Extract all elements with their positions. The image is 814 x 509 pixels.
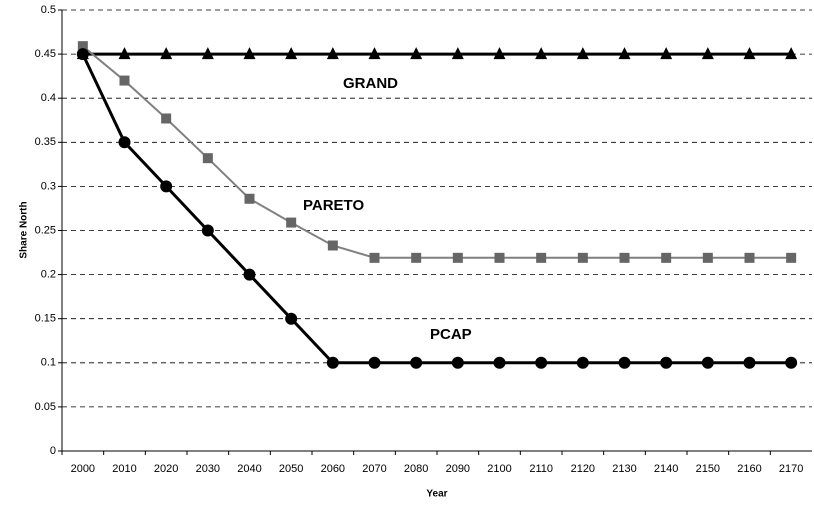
point-marker: [744, 252, 755, 263]
x-tick-label: 2170: [779, 463, 803, 475]
point-marker: [536, 252, 547, 263]
x-tick-label: 2020: [154, 463, 178, 475]
point-marker: [493, 47, 506, 60]
y-tick-label: 0.1: [41, 357, 56, 369]
x-axis-label: Year: [426, 489, 447, 500]
y-axis-label: Share North: [19, 201, 30, 258]
point-marker: [326, 47, 339, 60]
point-marker: [244, 193, 255, 204]
point-marker: [493, 356, 506, 369]
point-marker: [202, 153, 213, 164]
point-marker: [410, 47, 423, 60]
y-tick-label: 0.2: [41, 269, 56, 281]
point-marker: [119, 75, 130, 86]
point-marker: [660, 356, 673, 369]
point-marker: [369, 252, 380, 263]
x-tick-label: 2060: [321, 463, 345, 475]
series-line: [81, 53, 792, 365]
point-marker: [368, 47, 381, 60]
point-marker: [743, 356, 756, 369]
point-marker: [535, 47, 548, 60]
y-tick-label: 0.5: [41, 4, 56, 16]
point-marker: [286, 217, 297, 228]
y-tick-label: 0.45: [35, 48, 56, 60]
y-tick-label: 0.25: [35, 224, 56, 236]
point-marker: [785, 47, 798, 60]
point-marker: [201, 224, 214, 237]
x-tick-label: 2040: [237, 463, 261, 475]
x-tick-label: 2010: [112, 463, 136, 475]
point-marker: [535, 356, 548, 369]
point-marker: [368, 356, 381, 369]
point-marker: [327, 240, 338, 251]
point-marker: [618, 356, 631, 369]
point-marker: [243, 47, 256, 60]
point-marker: [451, 47, 464, 60]
x-tick-label: 2070: [362, 463, 386, 475]
y-tick-label: 0.3: [41, 180, 56, 192]
point-marker: [118, 47, 131, 60]
point-marker: [576, 356, 589, 369]
point-marker: [160, 47, 173, 60]
point-marker: [285, 312, 298, 325]
x-tick-label: 2160: [737, 463, 761, 475]
point-marker: [701, 356, 714, 369]
y-tick-label: 0.35: [35, 136, 56, 148]
point-marker: [702, 252, 713, 263]
series-annotation: PCAP: [430, 326, 472, 343]
x-tick-label: 2000: [71, 463, 95, 475]
point-marker: [285, 47, 298, 60]
x-tick-label: 2090: [446, 463, 470, 475]
point-marker: [160, 180, 173, 193]
series-annotation: GRAND: [343, 75, 398, 92]
point-marker: [785, 356, 798, 369]
x-tick-label: 2140: [654, 463, 678, 475]
point-marker: [618, 47, 631, 60]
series-line: [82, 45, 792, 259]
point-marker: [619, 252, 630, 263]
point-marker: [410, 356, 423, 369]
y-tick-label: 0.15: [35, 313, 56, 325]
point-marker: [660, 47, 673, 60]
point-marker: [661, 252, 672, 263]
point-marker: [118, 136, 131, 149]
point-marker: [701, 47, 714, 60]
point-marker: [577, 252, 588, 263]
y-tick-label: 0.4: [41, 92, 56, 104]
y-tick-label: 0: [50, 445, 56, 457]
point-marker: [76, 48, 89, 61]
point-marker: [411, 252, 422, 263]
point-marker: [494, 252, 505, 263]
x-tick-label: 2030: [196, 463, 220, 475]
point-marker: [786, 252, 797, 263]
x-tick-label: 2110: [529, 463, 553, 475]
point-marker: [243, 268, 256, 281]
point-marker: [201, 47, 214, 60]
point-marker: [161, 113, 172, 124]
point-marker: [326, 356, 339, 369]
x-tick-label: 2150: [696, 463, 720, 475]
x-tick-label: 2100: [487, 463, 511, 475]
point-marker: [452, 252, 463, 263]
x-tick-label: 2130: [612, 463, 636, 475]
x-tick-label: 2050: [279, 463, 303, 475]
x-tick-label: 2120: [571, 463, 595, 475]
x-tick-label: 2080: [404, 463, 428, 475]
point-marker: [576, 47, 589, 60]
point-marker: [77, 41, 88, 52]
point-marker: [743, 47, 756, 60]
series-annotation: PARETO: [303, 197, 364, 214]
point-marker: [451, 356, 464, 369]
y-tick-label: 0.05: [35, 401, 56, 413]
